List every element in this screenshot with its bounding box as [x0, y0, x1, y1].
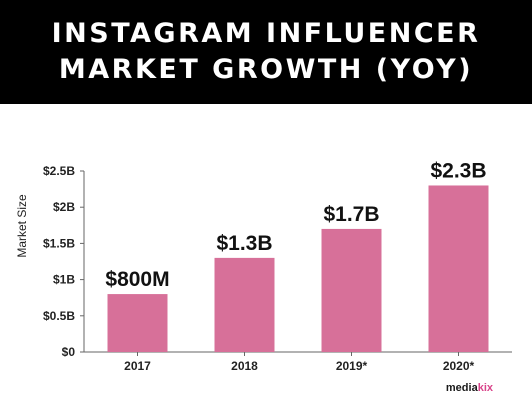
- data-label: $1.3B: [216, 232, 272, 255]
- chart-title-line-1: INSTAGRAM INFLUENCER: [51, 18, 481, 49]
- x-tick-label: 2018: [231, 359, 258, 373]
- data-label: $1.7B: [323, 203, 379, 226]
- y-tick-label: $2.5B: [43, 164, 75, 178]
- bar-chart: $0$0.5B$1B$1.5B$2B$2.5B $800M$1.3B$1.7B$…: [15, 159, 512, 394]
- y-tick-label: $2B: [53, 200, 75, 214]
- data-labels: $800M $1.3B $1.7B $2.3B: [105, 159, 486, 291]
- data-label: $2.3B: [430, 159, 486, 182]
- mediakix-logo: mediakix: [446, 382, 494, 394]
- bars: [107, 185, 489, 352]
- x-tick-label: 2019*: [336, 359, 368, 373]
- logo-text-kix: kix: [478, 382, 494, 394]
- y-axis-ticks: $0 $0.5B $1B $1.5B $2B $2.5B: [43, 164, 84, 359]
- logo-text-media: media: [446, 382, 479, 394]
- chart-title-line-2: MARKET GROWTH (YOY): [58, 54, 474, 85]
- y-tick-label: $1.5B: [43, 236, 75, 250]
- logo-text: mediakix: [446, 382, 494, 394]
- title-banner: INSTAGRAM INFLUENCER MARKET GROWTH (YOY): [0, 0, 532, 104]
- y-axis-label: Market Size: [15, 194, 29, 258]
- bar-2018: [214, 257, 275, 352]
- y-tick-label: $0: [62, 345, 76, 359]
- data-label: $800M: [105, 268, 169, 291]
- bar-2020: [428, 185, 489, 352]
- x-tick-label: 2020*: [443, 359, 475, 373]
- x-axis-ticks: 2017 2018 2019* 2020*: [124, 352, 475, 373]
- y-tick-label: $1B: [53, 273, 75, 287]
- x-tick-label: 2017: [124, 359, 151, 373]
- bar-2017: [107, 294, 168, 352]
- bar-2019: [321, 228, 382, 352]
- y-tick-label: $0.5B: [43, 309, 75, 323]
